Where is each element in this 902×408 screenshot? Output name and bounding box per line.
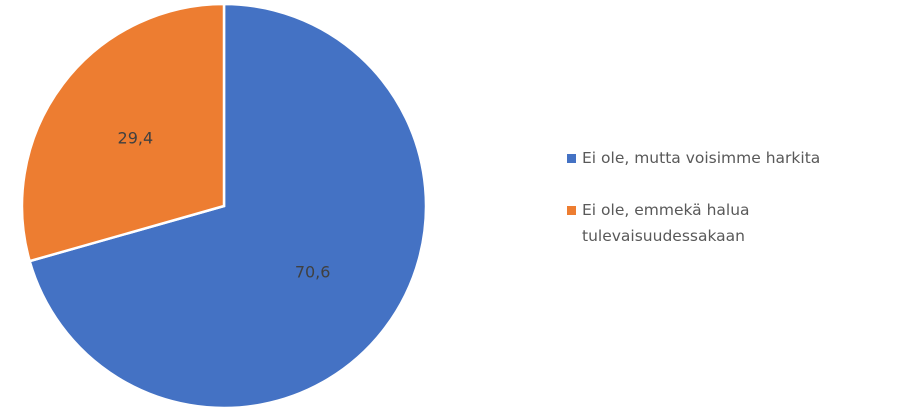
legend-swatch	[567, 154, 576, 163]
legend: Ei ole, mutta voisimme harkita Ei ole, em…	[567, 145, 887, 275]
data-label: 29,4	[118, 129, 154, 148]
pie-slice	[20, 2, 226, 263]
legend-label: Ei ole, emmekä halua tulevaisuudessakaan	[582, 201, 750, 245]
data-label: 70,6	[295, 262, 331, 281]
legend-label: Ei ole, mutta voisimme harkita	[582, 149, 821, 167]
pie: 70,6 29,4	[20, 2, 428, 408]
legend-item: Ei ole, mutta voisimme harkita	[567, 145, 887, 171]
pie-slice	[28, 2, 428, 408]
legend-item: Ei ole, emmekä halua tulevaisuudessakaan	[567, 197, 887, 249]
legend-swatch	[567, 206, 576, 215]
